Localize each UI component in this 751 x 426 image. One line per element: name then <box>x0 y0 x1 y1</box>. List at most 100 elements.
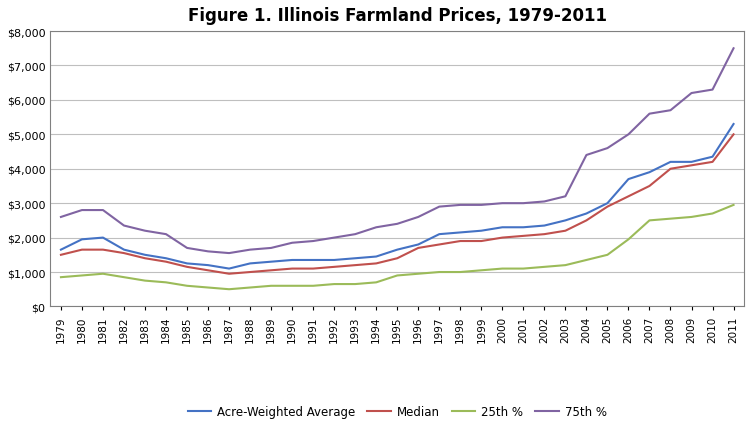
Median <box>225 271 234 276</box>
Median <box>456 239 465 244</box>
Median <box>729 132 738 138</box>
Median <box>246 270 255 275</box>
75th % <box>309 239 318 244</box>
Acre-Weighted Average <box>204 263 213 268</box>
75th % <box>519 201 528 206</box>
Acre-Weighted Average <box>140 253 149 258</box>
Median <box>687 163 696 168</box>
Median <box>624 194 633 199</box>
25th % <box>729 203 738 208</box>
25th % <box>456 270 465 275</box>
75th % <box>540 199 549 204</box>
Median <box>540 232 549 237</box>
75th % <box>687 91 696 96</box>
Acre-Weighted Average <box>98 236 107 241</box>
Acre-Weighted Average <box>687 160 696 165</box>
Line: Median: Median <box>61 135 734 274</box>
Median <box>393 256 402 261</box>
75th % <box>98 208 107 213</box>
25th % <box>119 275 128 280</box>
25th % <box>56 275 65 280</box>
Acre-Weighted Average <box>666 160 675 165</box>
Median <box>498 236 507 241</box>
25th % <box>687 215 696 220</box>
Legend: Acre-Weighted Average, Median, 25th %, 75th %: Acre-Weighted Average, Median, 25th %, 7… <box>183 400 611 423</box>
Median <box>372 261 381 266</box>
25th % <box>330 282 339 287</box>
Median <box>414 246 423 251</box>
75th % <box>729 46 738 52</box>
Acre-Weighted Average <box>225 266 234 271</box>
Acre-Weighted Average <box>309 258 318 263</box>
25th % <box>708 211 717 216</box>
Median <box>161 259 170 265</box>
Acre-Weighted Average <box>56 248 65 253</box>
25th % <box>477 268 486 273</box>
75th % <box>204 249 213 254</box>
75th % <box>561 194 570 199</box>
Median <box>603 204 612 210</box>
Acre-Weighted Average <box>393 248 402 253</box>
25th % <box>246 285 255 291</box>
25th % <box>498 266 507 271</box>
75th % <box>645 112 654 117</box>
Acre-Weighted Average <box>561 218 570 223</box>
75th % <box>288 241 297 246</box>
25th % <box>393 273 402 278</box>
Acre-Weighted Average <box>372 254 381 259</box>
Acre-Weighted Average <box>182 261 192 266</box>
Acre-Weighted Average <box>267 259 276 265</box>
75th % <box>267 246 276 251</box>
75th % <box>161 232 170 237</box>
25th % <box>225 287 234 292</box>
75th % <box>498 201 507 206</box>
75th % <box>140 229 149 234</box>
Median <box>330 265 339 270</box>
Median <box>519 234 528 239</box>
Acre-Weighted Average <box>246 261 255 266</box>
Median <box>182 265 192 270</box>
25th % <box>624 237 633 242</box>
Line: Acre-Weighted Average: Acre-Weighted Average <box>61 125 734 269</box>
25th % <box>204 285 213 291</box>
Acre-Weighted Average <box>498 225 507 230</box>
Median <box>288 266 297 271</box>
75th % <box>330 236 339 241</box>
25th % <box>288 284 297 289</box>
25th % <box>309 284 318 289</box>
Acre-Weighted Average <box>161 256 170 261</box>
Acre-Weighted Average <box>708 155 717 160</box>
Acre-Weighted Average <box>456 230 465 236</box>
75th % <box>351 232 360 237</box>
25th % <box>77 273 86 278</box>
Median <box>666 167 675 172</box>
25th % <box>182 284 192 289</box>
75th % <box>666 108 675 113</box>
Acre-Weighted Average <box>645 170 654 176</box>
75th % <box>372 225 381 230</box>
75th % <box>225 251 234 256</box>
75th % <box>624 132 633 138</box>
Median <box>204 268 213 273</box>
25th % <box>161 280 170 285</box>
25th % <box>140 279 149 284</box>
25th % <box>540 265 549 270</box>
Median <box>561 229 570 234</box>
75th % <box>119 224 128 229</box>
Median <box>351 263 360 268</box>
25th % <box>372 280 381 285</box>
25th % <box>603 253 612 258</box>
25th % <box>351 282 360 287</box>
25th % <box>414 271 423 276</box>
25th % <box>666 216 675 222</box>
Median <box>645 184 654 189</box>
Median <box>77 248 86 253</box>
Median <box>267 268 276 273</box>
25th % <box>519 266 528 271</box>
Title: Figure 1. Illinois Farmland Prices, 1979-2011: Figure 1. Illinois Farmland Prices, 1979… <box>188 7 607 25</box>
75th % <box>435 204 444 210</box>
Acre-Weighted Average <box>729 122 738 127</box>
75th % <box>708 88 717 93</box>
Acre-Weighted Average <box>330 258 339 263</box>
Acre-Weighted Average <box>414 242 423 248</box>
